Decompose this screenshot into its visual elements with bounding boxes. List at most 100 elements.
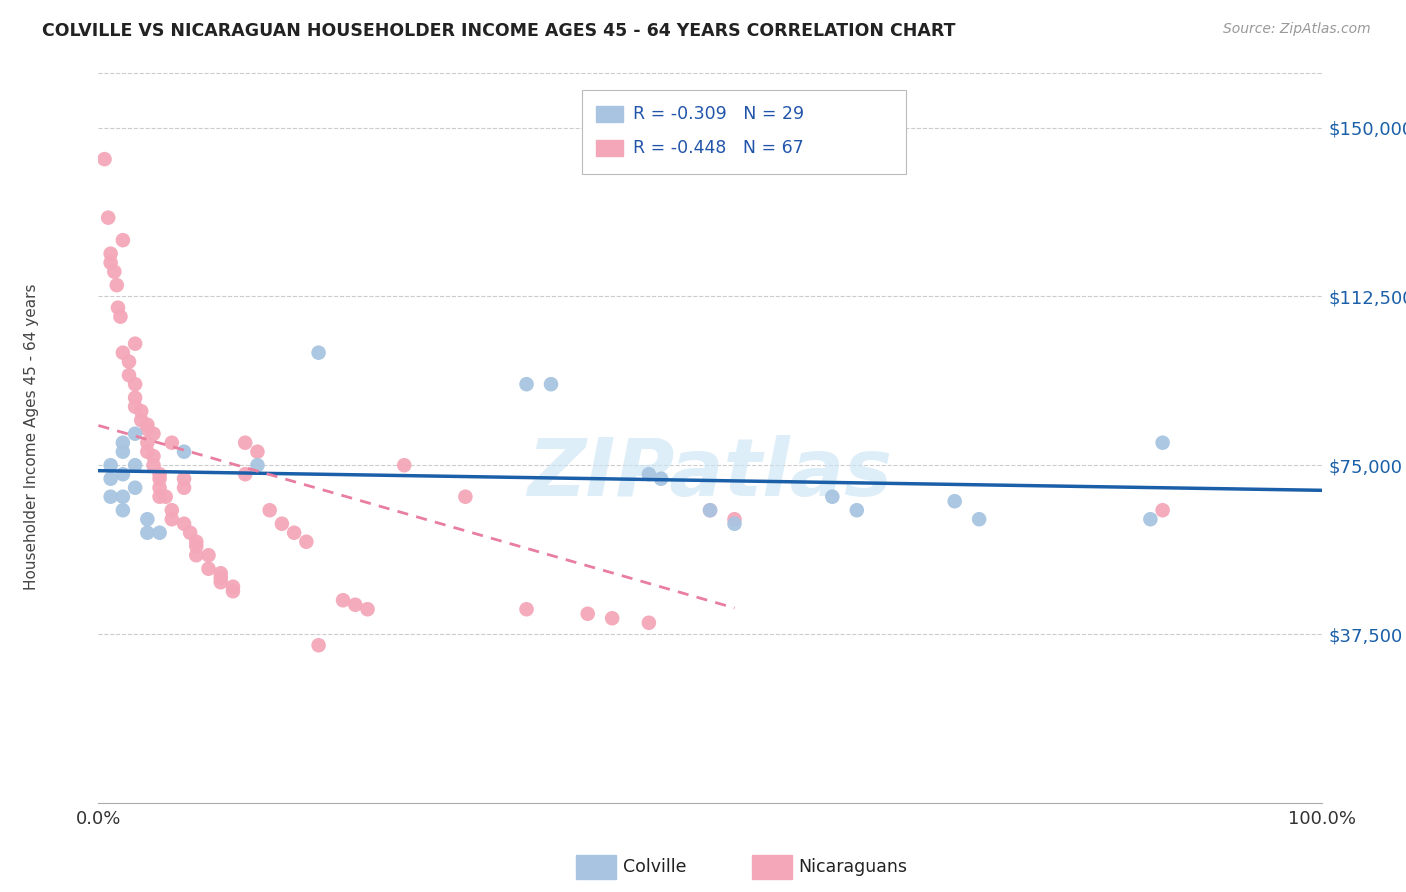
Point: [124, 336, 146, 351]
Point: [540, 377, 562, 392]
Point: [111, 444, 134, 458]
Point: [1139, 512, 1161, 526]
Point: [149, 472, 172, 486]
Point: [149, 467, 172, 482]
Point: [100, 255, 122, 269]
Point: [344, 598, 367, 612]
Point: [179, 525, 201, 540]
Point: [173, 444, 195, 458]
Point: [149, 481, 172, 495]
Point: [136, 525, 159, 540]
Point: [308, 345, 330, 359]
Point: [967, 512, 990, 526]
Point: [576, 607, 599, 621]
Point: [454, 490, 477, 504]
Point: [222, 584, 245, 599]
Text: Nicaraguans: Nicaraguans: [799, 858, 908, 876]
Point: [650, 472, 672, 486]
Point: [124, 400, 146, 414]
Text: ZIPatlas: ZIPatlas: [527, 434, 893, 513]
Point: [111, 435, 134, 450]
Point: [136, 417, 159, 432]
Point: [186, 548, 208, 562]
Point: [129, 413, 152, 427]
Point: [173, 516, 195, 531]
Point: [186, 534, 208, 549]
Point: [110, 310, 132, 324]
Point: [197, 548, 219, 562]
Point: [356, 602, 378, 616]
Point: [233, 467, 256, 482]
Point: [209, 571, 232, 585]
Point: [1152, 503, 1174, 517]
Bar: [596, 106, 623, 122]
Point: [246, 444, 269, 458]
Point: [699, 503, 721, 517]
Point: [723, 512, 745, 526]
Text: COLVILLE VS NICARAGUAN HOUSEHOLDER INCOME AGES 45 - 64 YEARS CORRELATION CHART: COLVILLE VS NICARAGUAN HOUSEHOLDER INCOM…: [42, 22, 956, 40]
Point: [93, 152, 115, 166]
Point: [149, 525, 172, 540]
Point: [124, 481, 146, 495]
Point: [197, 562, 219, 576]
Point: [173, 472, 195, 486]
Point: [160, 503, 183, 517]
Point: [233, 435, 256, 450]
Bar: [596, 140, 623, 156]
Point: [124, 458, 146, 473]
Point: [515, 602, 537, 616]
Point: [259, 503, 281, 517]
Point: [118, 354, 141, 368]
Point: [142, 449, 165, 463]
Point: [270, 516, 294, 531]
Point: [160, 435, 183, 450]
Point: [160, 512, 183, 526]
Point: [1152, 435, 1174, 450]
Text: R = -0.309   N = 29: R = -0.309 N = 29: [633, 104, 804, 123]
Point: [111, 345, 134, 359]
Point: [209, 575, 232, 590]
Point: [295, 534, 318, 549]
Point: [149, 490, 172, 504]
Point: [136, 422, 159, 436]
Point: [600, 611, 623, 625]
Text: Householder Income Ages 45 - 64 years: Householder Income Ages 45 - 64 years: [24, 284, 38, 591]
Point: [638, 467, 661, 482]
Point: [136, 512, 159, 526]
Point: [308, 638, 330, 652]
Text: Source: ZipAtlas.com: Source: ZipAtlas.com: [1223, 22, 1371, 37]
Point: [845, 503, 868, 517]
Point: [638, 615, 661, 630]
Point: [136, 435, 159, 450]
Point: [821, 490, 844, 504]
Point: [142, 426, 165, 441]
Point: [111, 503, 134, 517]
Point: [97, 211, 120, 225]
Point: [173, 481, 195, 495]
Point: [118, 368, 141, 383]
Point: [283, 525, 305, 540]
Point: [111, 233, 134, 247]
Point: [111, 467, 134, 482]
Point: [100, 458, 122, 473]
Point: [186, 539, 208, 553]
Point: [103, 265, 125, 279]
Point: [723, 516, 745, 531]
Text: Colville: Colville: [623, 858, 686, 876]
Point: [129, 404, 152, 418]
Point: [699, 503, 721, 517]
FancyBboxPatch shape: [582, 90, 905, 174]
Point: [142, 458, 165, 473]
Point: [943, 494, 966, 508]
Point: [209, 566, 232, 581]
Point: [136, 444, 159, 458]
Point: [155, 490, 177, 504]
Point: [515, 377, 537, 392]
Text: R = -0.448   N = 67: R = -0.448 N = 67: [633, 139, 804, 157]
Point: [105, 278, 128, 293]
Point: [392, 458, 416, 473]
Point: [100, 246, 122, 260]
Point: [222, 580, 245, 594]
Point: [124, 426, 146, 441]
Point: [124, 377, 146, 392]
